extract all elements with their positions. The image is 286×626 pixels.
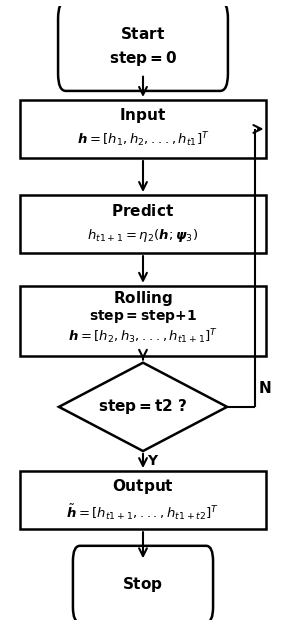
FancyBboxPatch shape [58,1,228,91]
Text: $\mathbf{Stop}$: $\mathbf{Stop}$ [122,575,164,593]
Text: $\mathbf{step{=}t2\ ?}$: $\mathbf{step{=}t2\ ?}$ [98,398,188,416]
FancyBboxPatch shape [73,546,213,622]
Text: $\mathbf{Y}$: $\mathbf{Y}$ [147,454,160,468]
Text: $\mathbf{N}$: $\mathbf{N}$ [258,380,271,396]
Text: $h_{t1+1}=\eta_2(\boldsymbol{h};\boldsymbol{\psi}_3)$: $h_{t1+1}=\eta_2(\boldsymbol{h};\boldsym… [88,227,198,244]
Text: $\mathbf{step{=}step{+}1}$: $\mathbf{step{=}step{+}1}$ [89,307,197,324]
Text: $\mathbf{Input}$: $\mathbf{Input}$ [119,106,167,125]
Bar [20,100,266,158]
Polygon shape [59,362,227,451]
Text: $\mathbf{Start}$: $\mathbf{Start}$ [120,26,166,42]
Text: $\mathbf{Output}$: $\mathbf{Output}$ [112,477,174,496]
Bar [20,285,266,356]
Bar [20,471,266,529]
Text: $\boldsymbol{h}=[h_2,h_3,...,h_{t1+1}]^T$: $\boldsymbol{h}=[h_2,h_3,...,h_{t1+1}]^T… [68,327,218,346]
Text: $\mathbf{Predict}$: $\mathbf{Predict}$ [111,203,175,218]
Bar [20,195,266,253]
Text: $\tilde{\boldsymbol{h}}=[h_{t1+1},...,h_{t1+t2}]^T$: $\tilde{\boldsymbol{h}}=[h_{t1+1},...,h_… [66,503,220,522]
Text: $\mathbf{Rolling}$: $\mathbf{Rolling}$ [113,289,173,309]
Text: $\mathbf{step{=}0}$: $\mathbf{step{=}0}$ [109,49,177,68]
Text: $\boldsymbol{h}=[h_1,h_2,...,h_{t1}]^T$: $\boldsymbol{h}=[h_1,h_2,...,h_{t1}]^T$ [77,131,209,150]
